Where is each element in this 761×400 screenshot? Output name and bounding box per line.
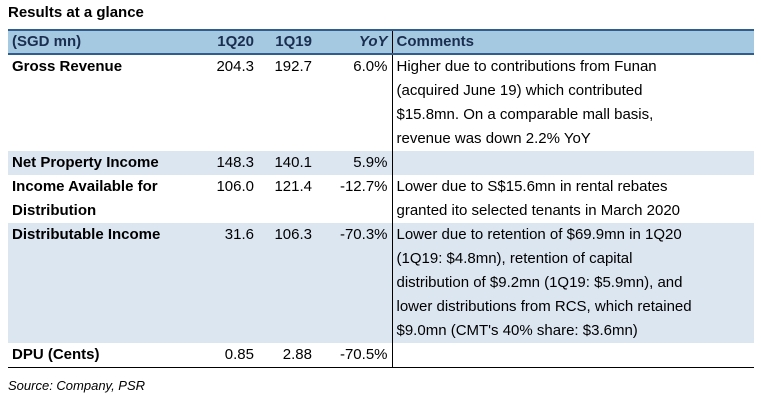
cell-yoy: -12.7% xyxy=(339,178,388,195)
cell-1q19: 2.88 xyxy=(258,343,316,368)
header-label: (SGD mn) xyxy=(8,29,192,55)
table-title: Results at a glance xyxy=(8,4,144,21)
header-1q20: 1Q20 xyxy=(192,29,258,55)
comment-line: (acquired June 19) which contributed xyxy=(396,82,643,99)
row-gross-revenue: Gross Revenue 204.3 192.7 6.0% Higher du… xyxy=(8,54,754,151)
row-label: Gross Revenue xyxy=(12,58,123,75)
cell-comment: Lower due to S$15.6mn in rental rebates … xyxy=(391,175,754,223)
cell-1q19: 192.7 xyxy=(274,58,312,75)
row-label-line: Income Available for xyxy=(12,178,158,195)
header-comments: Comments xyxy=(391,29,754,55)
row-distributable-income: Distributable Income 31.6 106.3 -70.3% L… xyxy=(8,223,754,343)
cell-1q20: 31.6 xyxy=(192,223,258,343)
row-label-line: Distribution xyxy=(12,202,97,219)
cell-1q19: 140.1 xyxy=(258,151,316,175)
row-label: Net Property Income xyxy=(8,151,192,175)
cell-1q20: 0.85 xyxy=(192,343,258,368)
cell-yoy: -70.3% xyxy=(316,223,392,343)
row-label: DPU (Cents) xyxy=(8,343,192,368)
cell-yoy: 6.0% xyxy=(353,58,388,75)
source-note: Source: Company, PSR xyxy=(8,378,146,393)
row-net-property-income: Net Property Income 148.3 140.1 5.9% xyxy=(8,151,754,175)
cell-1q20: 148.3 xyxy=(192,151,258,175)
cell-comment: Higher due to contributions from Funan (… xyxy=(391,54,754,151)
comment-line: distribution of $9.2mn (1Q19: $5.9mn), a… xyxy=(396,274,683,291)
comment-line: Lower due to S$15.6mn in rental rebates xyxy=(396,178,668,195)
comment-line: granted ito selected tenants in March 20… xyxy=(396,202,681,219)
cell-comment: Lower due to retention of $69.9mn in 1Q2… xyxy=(391,223,754,343)
cell-1q20: 204.3 xyxy=(216,58,254,75)
cell-1q19: 106.3 xyxy=(258,223,316,343)
row-label: Distributable Income xyxy=(8,223,192,343)
comment-line: (1Q19: $4.8mn), retention of capital xyxy=(396,250,633,267)
cell-yoy: -70.5% xyxy=(316,343,392,368)
row-income-available: Income Available for Distribution 106.0 … xyxy=(8,175,754,223)
cell-comment xyxy=(391,343,754,368)
cell-yoy: 5.9% xyxy=(316,151,392,175)
cell-1q19: 121.4 xyxy=(274,178,312,195)
comment-line: Higher due to contributions from Funan xyxy=(396,58,657,75)
header-row: (SGD mn) 1Q20 1Q19 YoY Comments xyxy=(8,29,754,55)
cell-1q20: 106.0 xyxy=(216,178,254,195)
comment-line: lower distributions from RCS, which reta… xyxy=(396,298,692,315)
header-1q19: 1Q19 xyxy=(258,29,316,55)
comment-line: $9.0mn (CMT's 40% share: $3.6mn) xyxy=(396,322,638,339)
row-dpu: DPU (Cents) 0.85 2.88 -70.5% xyxy=(8,343,754,368)
header-yoy: YoY xyxy=(316,29,392,55)
row-label: Income Available for Distribution xyxy=(8,175,192,223)
comment-line: $15.8mn. On a comparable mall basis, xyxy=(396,106,654,123)
comment-line: revenue was down 2.2% YoY xyxy=(396,130,591,147)
cell-comment xyxy=(391,151,754,175)
results-table: (SGD mn) 1Q20 1Q19 YoY Comments Gross Re… xyxy=(8,29,754,368)
comment-line: Lower due to retention of $69.9mn in 1Q2… xyxy=(396,226,682,243)
